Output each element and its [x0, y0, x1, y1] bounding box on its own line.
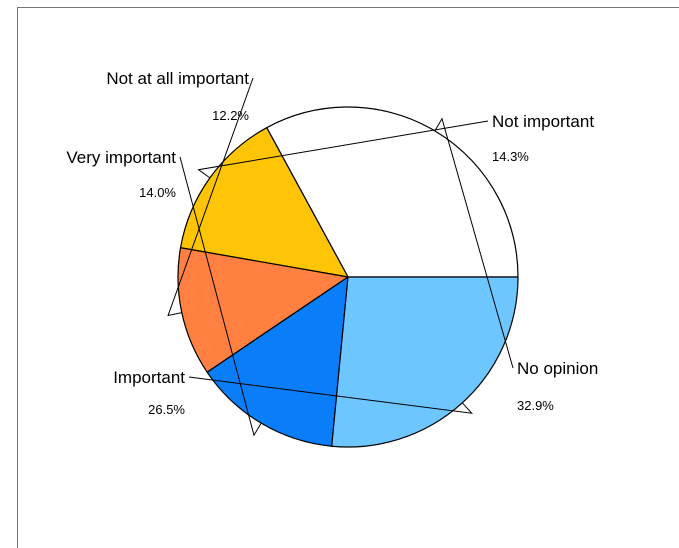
- leader-line-not-at-all-important: [167, 77, 254, 317]
- leader-line-important: [188, 376, 473, 414]
- pie-slice-not-at-all-important: [177, 247, 349, 373]
- slice-percent-no-opinion: 32.9%: [517, 398, 554, 413]
- slice-label-no-opinion: No opinion: [517, 359, 598, 378]
- pie-slice-important: [331, 276, 519, 448]
- pie-slice-no-opinion: [266, 106, 519, 278]
- slice-percent-not-important: 14.3%: [492, 149, 529, 164]
- slice-label-not-at-all-important: Not at all important: [106, 69, 249, 88]
- plot-frame: [17, 7, 679, 548]
- slice-percent-not-at-all-important: 12.2%: [212, 108, 249, 123]
- slice-label-very-important: Very important: [66, 148, 176, 167]
- leader-line-very-important: [179, 156, 262, 437]
- slice-percent-very-important: 14.0%: [139, 185, 176, 200]
- slice-percent-important: 26.5%: [148, 402, 185, 417]
- leader-line-not-important: [197, 120, 489, 179]
- pie-slices: [177, 106, 519, 448]
- leader-line-no-opinion: [434, 117, 514, 369]
- slice-labels: No opinion 32.9% Not important 14.3% Not at …: [66, 69, 598, 417]
- leader-lines: [167, 77, 514, 437]
- slice-label-important: Important: [113, 368, 185, 387]
- slice-label-not-important: Not important: [492, 112, 594, 131]
